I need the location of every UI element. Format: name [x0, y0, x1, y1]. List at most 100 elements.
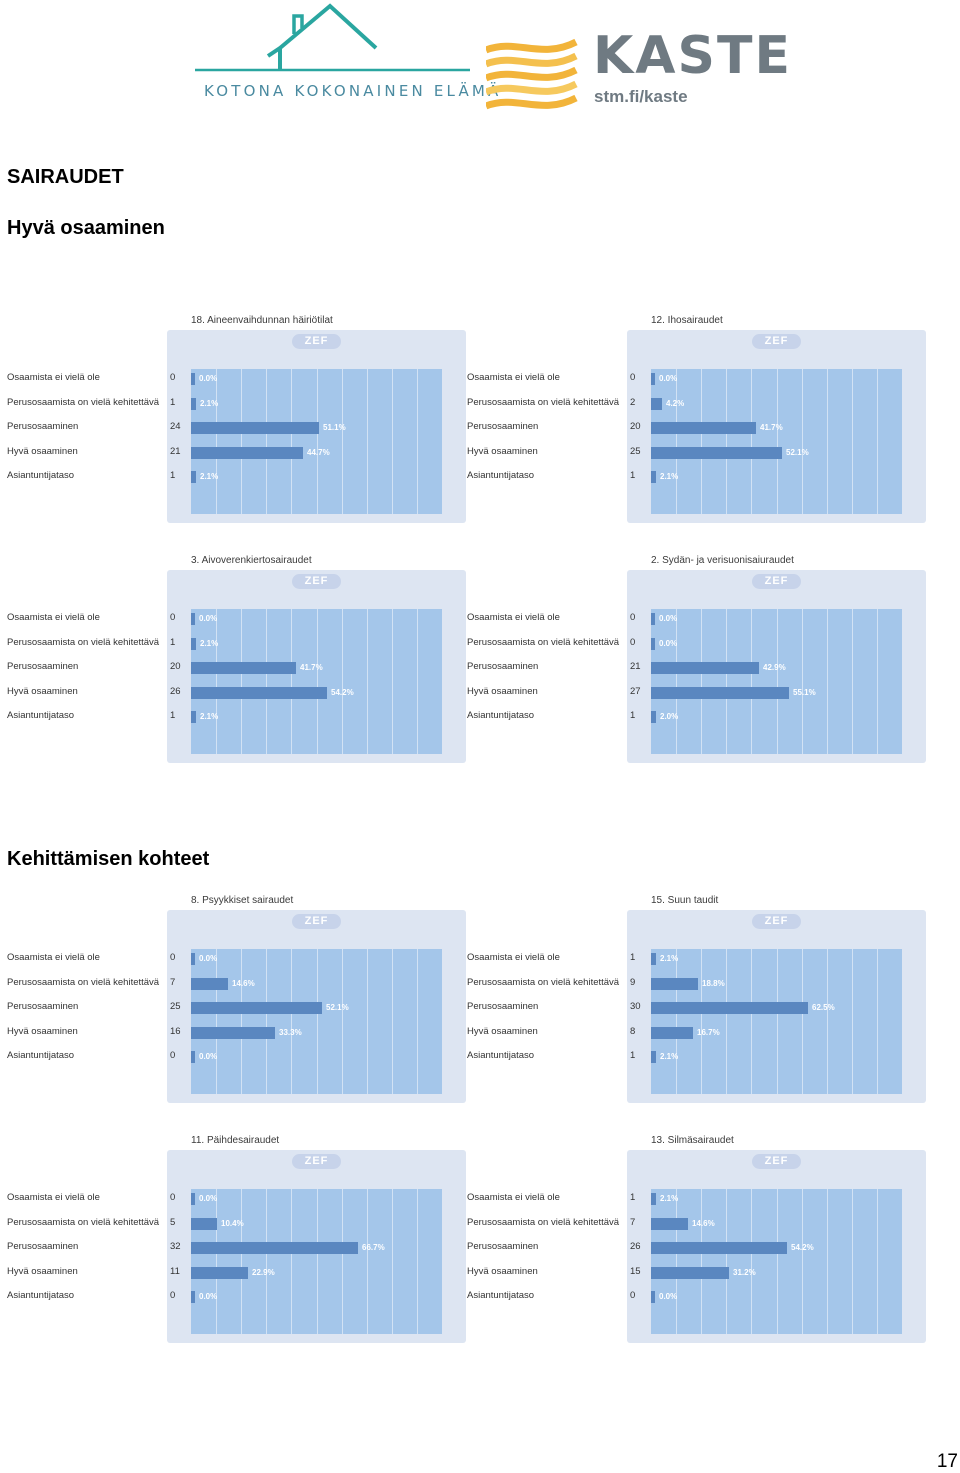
bar [191, 1242, 358, 1254]
gridline [777, 949, 778, 1094]
category-label: Perusosaamista on vielä kehitettävä [467, 977, 620, 988]
gridline [701, 609, 702, 754]
category-label: Osaamista ei vielä ole [467, 612, 560, 623]
zef-badge: ZEF [752, 574, 801, 589]
gridline [367, 1189, 368, 1334]
category-label: Hyvä osaaminen [467, 446, 538, 457]
gridline [676, 949, 677, 1094]
gridline [827, 1189, 828, 1334]
chart-panel: 15. Suun taudit ZEF Osaamista ei vielä ole… [460, 895, 926, 1110]
kaste-logo-text: KASTE [593, 26, 792, 86]
plot-area [651, 949, 902, 1094]
bar [651, 1193, 656, 1205]
gridline [827, 609, 828, 754]
gridline [751, 1189, 752, 1334]
bar-data-label: 0.0% [659, 639, 678, 648]
bar-data-label: 0.0% [199, 1052, 218, 1061]
house-logo-icon [195, 3, 470, 72]
gridline [291, 369, 292, 514]
bar [651, 1218, 688, 1230]
count-value: 1 [630, 1192, 636, 1203]
bar-data-label: 2.0% [660, 712, 679, 721]
bar [651, 1002, 808, 1014]
kotona-logo-text: KOTONA KOKONAINEN ELÄMÄ [204, 82, 502, 100]
category-label: Hyvä osaaminen [467, 1266, 538, 1277]
count-value: 27 [630, 686, 641, 697]
bar [651, 711, 656, 723]
gridline [852, 1189, 853, 1334]
gridline [266, 949, 267, 1094]
gridline [342, 609, 343, 754]
plot-area [651, 609, 902, 754]
gridline [291, 949, 292, 1094]
gridline [342, 949, 343, 1094]
category-label: Perusosaaminen [7, 661, 79, 672]
gridline [367, 369, 368, 514]
category-label: Perusosaamista on vielä kehitettävä [467, 1217, 620, 1228]
category-label: Osaamista ei vielä ole [7, 372, 100, 383]
gridline [751, 949, 752, 1094]
gridline [291, 609, 292, 754]
gridline [317, 1189, 318, 1334]
category-label: Hyvä osaaminen [7, 446, 78, 457]
category-label: Asiantuntijataso [7, 470, 75, 481]
chart-title: 11. Päihdesairaudet [191, 1135, 280, 1146]
count-value: 9 [630, 977, 636, 988]
count-value: 0 [630, 372, 636, 383]
gridline [392, 609, 393, 754]
count-value: 0 [170, 612, 176, 623]
kaste-wave-icon [486, 38, 578, 110]
count-value: 1 [170, 710, 176, 721]
bar-data-label: 0.0% [199, 1292, 218, 1301]
chart-panel: 18. Aineenvaihdunnan häiriötilat ZEF Osaam… [0, 315, 466, 530]
gridline [726, 949, 727, 1094]
bar-data-label: 33.3% [279, 1028, 302, 1037]
gridline [417, 369, 418, 514]
category-label: Hyvä osaaminen [467, 1026, 538, 1037]
bar-data-label: 14.6% [232, 979, 255, 988]
gridline [852, 369, 853, 514]
gridline [852, 609, 853, 754]
bar-data-label: 42.9% [763, 663, 786, 672]
gridline [676, 369, 677, 514]
zef-badge: ZEF [752, 914, 801, 929]
bar-data-label: 44.7% [307, 448, 330, 457]
chart-title: 8. Psyykkiset sairaudet [191, 895, 294, 906]
category-label: Hyvä osaaminen [7, 1266, 78, 1277]
bar-data-label: 41.7% [760, 423, 783, 432]
bar [191, 1027, 275, 1039]
category-label: Asiantuntijataso [7, 1290, 75, 1301]
bar [191, 471, 196, 483]
gridline [417, 1189, 418, 1334]
count-value: 26 [170, 686, 181, 697]
count-value: 26 [630, 1241, 641, 1252]
gridline [216, 949, 217, 1094]
count-value: 15 [630, 1266, 641, 1277]
heading-kehittamisen-kohteet: Kehittämisen kohteet [7, 848, 210, 870]
category-label: Perusosaaminen [467, 421, 539, 432]
count-value: 1 [630, 1050, 636, 1061]
bar-data-label: 4.2% [666, 399, 685, 408]
bar [651, 422, 756, 434]
category-label: Osaamista ei vielä ole [7, 612, 100, 623]
bar [191, 1267, 248, 1279]
gridline [802, 949, 803, 1094]
chart-panel: 12. Ihosairaudet ZEF Osaamista ei vielä ol… [460, 315, 926, 530]
bar [651, 1027, 693, 1039]
count-value: 7 [170, 977, 176, 988]
bar [651, 662, 759, 674]
category-label: Perusosaamista on vielä kehitettävä [7, 637, 160, 648]
gridline [266, 1189, 267, 1334]
gridline [392, 1189, 393, 1334]
bar [651, 687, 789, 699]
gridline [726, 609, 727, 754]
category-label: Perusosaaminen [7, 421, 79, 432]
bar-data-label: 2.1% [660, 954, 679, 963]
count-value: 25 [630, 446, 641, 457]
count-value: 20 [630, 421, 641, 432]
gridline [777, 369, 778, 514]
gridline [751, 369, 752, 514]
category-label: Perusosaamista on vielä kehitettävä [467, 397, 620, 408]
gridline [367, 609, 368, 754]
page-number: 17 [936, 1451, 958, 1472]
